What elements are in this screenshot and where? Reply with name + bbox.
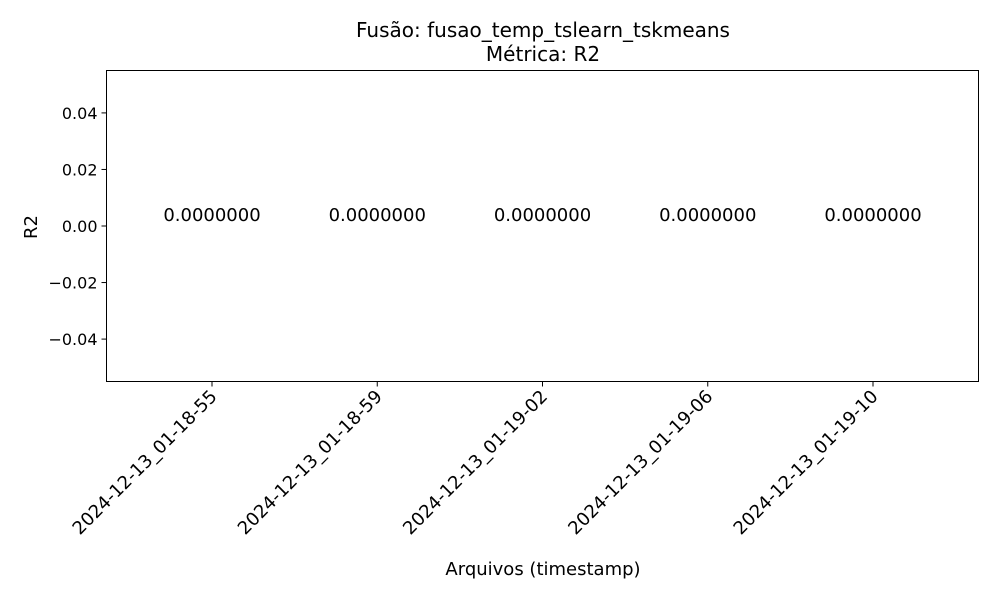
x-tick-label: 2024-12-13_01-18-59 (234, 386, 387, 539)
y-axis: −0.04 −0.02 0.00 0.02 0.04 (48, 104, 107, 349)
chart-title: Fusão: fusao_temp_tslearn_tskmeans (356, 18, 730, 42)
y-tick-label: 0.00 (62, 217, 98, 236)
y-tick-label: 0.04 (62, 104, 98, 123)
x-axis: 2024-12-13_01-18-55 2024-12-13_01-18-59 20… (69, 381, 883, 539)
y-tick-label: −0.04 (48, 330, 97, 349)
chart-subtitle: Métrica: R2 (486, 42, 600, 66)
x-tick-label: 2024-12-13_01-19-06 (564, 386, 717, 539)
x-tick-label: 2024-12-13_01-19-10 (730, 386, 883, 539)
axes-frame (106, 70, 979, 382)
y-tick-label: −0.02 (48, 274, 97, 293)
data-label: 0.0000000 (659, 205, 756, 226)
data-label: 0.0000000 (329, 205, 426, 226)
data-label: 0.0000000 (163, 205, 260, 226)
x-tick-label: 2024-12-13_01-18-55 (69, 386, 222, 539)
x-axis-label: Arquivos (timestamp) (445, 559, 640, 580)
plot-area: 0.0000000 0.0000000 0.0000000 0.0000000 0.00… (163, 205, 921, 226)
y-axis-label: R2 (21, 215, 42, 239)
data-label: 0.0000000 (494, 205, 591, 226)
y-tick-label: 0.02 (62, 160, 98, 179)
data-label: 0.0000000 (824, 205, 921, 226)
x-tick-label: 2024-12-13_01-19-02 (399, 386, 552, 539)
